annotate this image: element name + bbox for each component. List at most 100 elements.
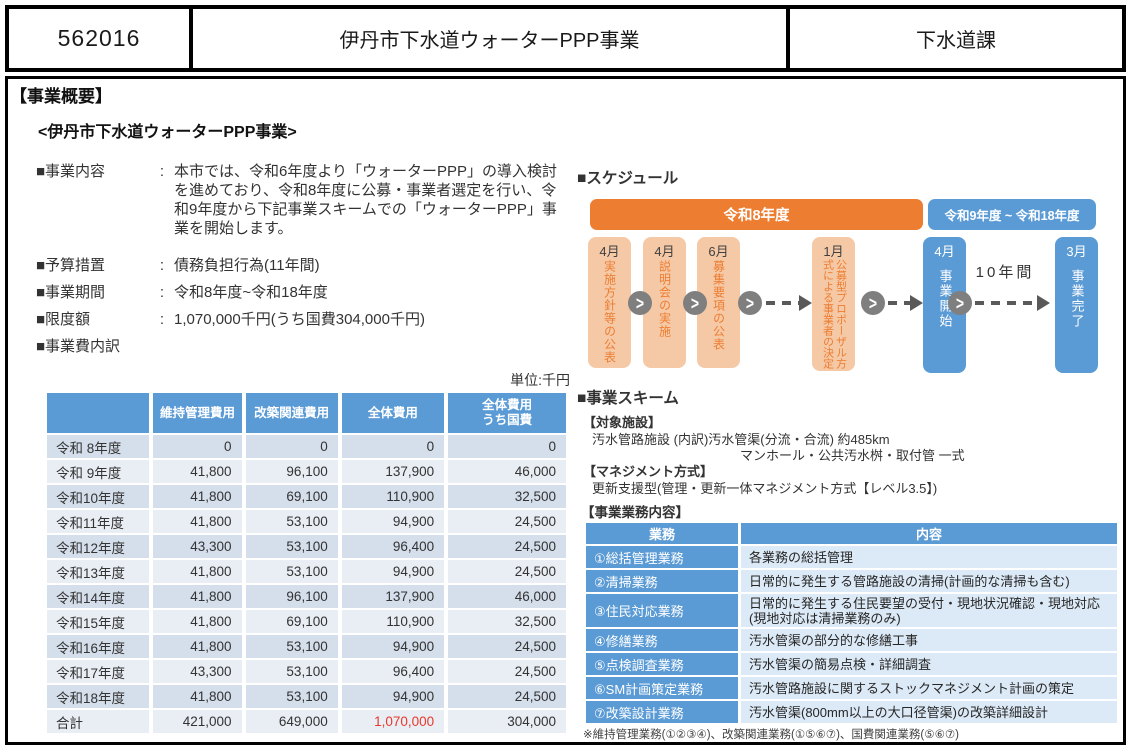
overview-item-value: [174, 337, 570, 356]
fee-cell: 53,100: [245, 685, 338, 708]
fee-table-row: 令和16年度 41,800 53,100 94,900 24,500: [47, 635, 566, 658]
overview-item: ■予算措置 : 債務負担行為(11年間): [36, 256, 570, 275]
fee-cell: 46,000: [448, 460, 566, 483]
fee-table-row: 令和 9年度 41,800 96,100 137,900 46,000: [47, 460, 566, 483]
fee-cell: 53,100: [245, 560, 338, 583]
fee-table-row: 令和15年度 41,800 69,100 110,900 32,500: [47, 610, 566, 633]
business-row-label: ④修繕業務: [586, 629, 738, 651]
business-row-content: 汚水管渠の簡易点検・詳細調査: [741, 653, 1117, 675]
overview-item-label: ■事業内容: [36, 163, 106, 180]
chevron-right-icon: [948, 291, 972, 315]
business-column-header: 内容: [741, 523, 1117, 544]
overview-item: ■事業費内訳: [36, 337, 570, 356]
fee-cell: 137,900: [341, 585, 445, 608]
management-method-heading: 【マネジメント方式】: [583, 464, 714, 479]
fee-cell: 41,800: [153, 685, 242, 708]
section-title: 【事業概要】: [10, 87, 112, 106]
document-header-table: 562016 伊丹市下水道ウォーターPPP事業 下水道課: [5, 5, 1126, 72]
business-row-label: ⑦改築設計業務: [586, 701, 738, 723]
dashed-arrow-icon: [766, 295, 812, 311]
fee-cell: 94,900: [341, 560, 445, 583]
page-subtitle: <伊丹市下水道ウォーターPPP事業>: [38, 124, 297, 141]
schedule-step: 4月 実施方針等の公表: [588, 237, 631, 368]
schedule-step: 1月 公募型プロポーザル方式による事業者の決定: [812, 237, 855, 371]
step-text: 実施方針等の公表: [602, 260, 617, 364]
fee-cell: 53,100: [245, 660, 338, 683]
business-row-content: 汚水管渠の部分的な修繕工事: [741, 629, 1117, 651]
fee-cell: 24,500: [448, 560, 566, 583]
fee-cell: 32,500: [448, 485, 566, 508]
step-month: 4月: [934, 244, 955, 259]
business-row-content: 日常的に発生する管路施設の清掃(計画的な清掃も含む): [741, 570, 1117, 592]
step-text: 事業完了: [1069, 269, 1085, 329]
fee-cell: 24,500: [448, 685, 566, 708]
fee-row-label: 令和12年度: [47, 535, 150, 558]
schedule-step: 3月 事業完了: [1055, 237, 1098, 373]
business-row-content: 汚水管渠(800mm以上の大口径管渠)の改築詳細設計: [741, 701, 1117, 723]
fee-table-row: 令和13年度 41,800 53,100 94,900 24,500: [47, 560, 566, 583]
overview-item-colon: :: [159, 163, 165, 180]
fee-cell: 41,800: [153, 560, 242, 583]
business-table-header-row: 業務 内容: [586, 523, 1117, 544]
business-row-label: ②清掃業務: [586, 570, 738, 592]
fee-cell: 421,000: [153, 710, 242, 733]
header-department: 下水道課: [916, 30, 996, 52]
fee-row-label: 合計: [47, 710, 150, 733]
business-table-container: 業務 内容 ①総括管理業務 各業務の総括管理 ②清掃業務 日常的に発生する管路施設の清掃…: [583, 521, 1120, 725]
business-column-header: 業務: [586, 523, 738, 544]
fee-table-row: 令和11年度 41,800 53,100 94,900 24,500: [47, 510, 566, 533]
fee-cell: 32,500: [448, 610, 566, 633]
fee-table-row: 令和18年度 41,800 53,100 94,900 24,500: [47, 685, 566, 708]
fee-cell: 24,500: [448, 535, 566, 558]
step-month: 4月: [654, 244, 675, 259]
fee-cell: 110,900: [341, 485, 445, 508]
chevron-right-icon: [861, 291, 885, 315]
fee-cell: 96,400: [341, 660, 445, 683]
fee-row-label: 令和13年度: [47, 560, 150, 583]
overview-item-colon: :: [159, 311, 165, 328]
fee-column-header: 改築関連費用: [245, 393, 338, 433]
fee-cell: 0: [153, 435, 242, 458]
fee-cell: 53,100: [245, 635, 338, 658]
fee-cell: 110,900: [341, 610, 445, 633]
step-month: 6月: [708, 244, 729, 259]
overview-item: ■事業内容 : 本市では、令和6年度より「ウォーターPPP」の導入検討を進めてお…: [36, 162, 570, 238]
fee-row-label: 令和14年度: [47, 585, 150, 608]
business-table-row: ⑤点検調査業務 汚水管渠の簡易点検・詳細調査: [586, 653, 1117, 675]
fee-cell: 0: [448, 435, 566, 458]
fee-cell: 649,000: [245, 710, 338, 733]
fee-column-header: 全体費用: [341, 393, 445, 433]
fee-cell: 43,300: [153, 660, 242, 683]
step-month: 4月: [599, 244, 620, 259]
overview-item-value: 債務負担行為(11年間): [174, 257, 320, 274]
fee-row-label: 令和10年度: [47, 485, 150, 508]
fee-cell: 41,800: [153, 510, 242, 533]
fee-cell: 94,900: [341, 685, 445, 708]
overview-item-colon: :: [159, 284, 165, 301]
overview-item-colon: :: [159, 257, 165, 274]
business-footnote: ※維持管理業務(①②③④)、改築関連業務(①⑤⑥⑦)、国費関連業務(⑤⑥⑦): [583, 729, 960, 741]
fee-cell: 69,100: [245, 610, 338, 633]
business-row-label: ⑤点検調査業務: [586, 653, 738, 675]
fee-cell: 0: [245, 435, 338, 458]
fee-table-row: 令和17年度 43,300 53,100 96,400 24,500: [47, 660, 566, 683]
business-row-content: 汚水管路施設に関するストックマネジメント計画の策定: [741, 677, 1117, 699]
business-table-row: ①総括管理業務 各業務の総括管理: [586, 546, 1117, 568]
target-facility-heading: 【対象施設】: [583, 415, 662, 430]
fee-cell: 24,500: [448, 510, 566, 533]
business-content-heading: 【事業業務内容】: [581, 505, 689, 520]
header-project-title: 伊丹市下水道ウォーターPPP事業: [189, 9, 790, 68]
schedule-period-bar-r8: 令和8年度: [590, 199, 923, 230]
fee-cell: 96,400: [341, 535, 445, 558]
business-row-content: 日常的に発生する住民要望の受付・現地状況確認・現地対応 (現地対応は清掃業務のみ…: [741, 594, 1117, 627]
duration-label: 10年間: [975, 264, 1035, 281]
step-text: 事業開始: [937, 269, 953, 329]
fee-column-header: 維持管理費用: [153, 393, 242, 433]
fee-cell: 24,500: [448, 635, 566, 658]
schedule-heading: ■スケジュール: [577, 170, 679, 187]
fee-table-header-row: 維持管理費用 改築関連費用 全体費用 全体費用 うち国費: [47, 393, 566, 433]
step-month: 3月: [1066, 244, 1087, 259]
schedule-period-bar-r9-r18: 令和9年度 ~ 令和18年度: [928, 199, 1096, 230]
fee-cell: 41,800: [153, 485, 242, 508]
business-row-label: ③住民対応業務: [586, 594, 738, 627]
